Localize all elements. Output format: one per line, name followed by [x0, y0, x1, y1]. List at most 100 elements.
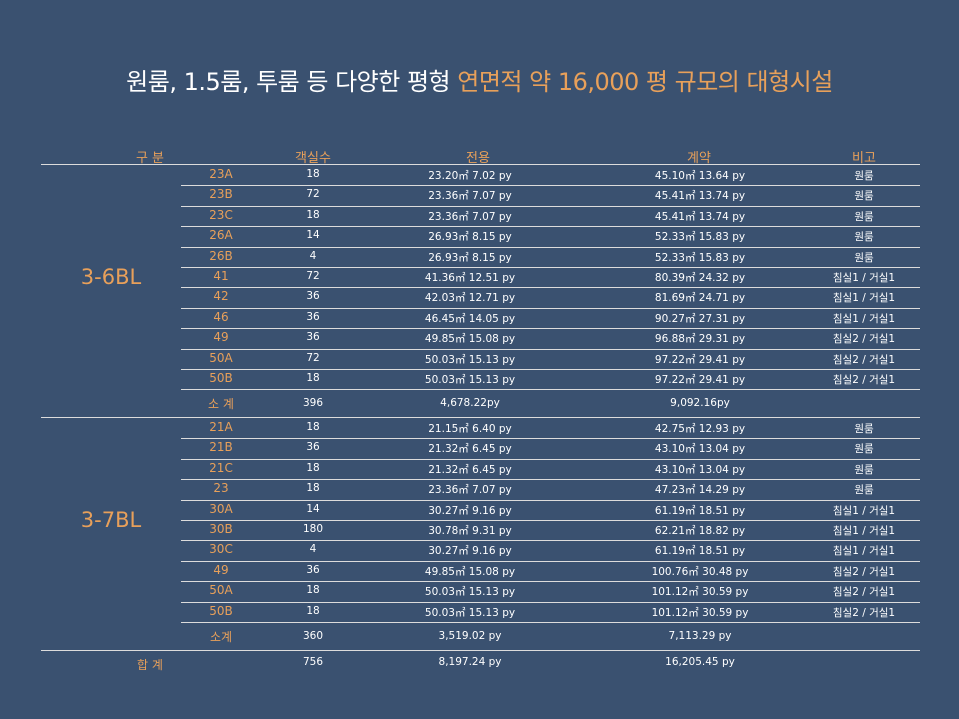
exclusive-area: 46.45㎡ 14.05 py: [424, 312, 516, 325]
table-row: 49 36 49.85㎡ 15.08 py 100.76㎡ 30.48 py 침실2 /…: [0, 561, 959, 581]
row-divider: [181, 479, 920, 480]
room-count: 18: [306, 584, 320, 597]
room-count: 14: [306, 502, 320, 515]
exclusive-area: 42.03㎡ 12.71 py: [424, 292, 516, 305]
table-row: 50B 18 50.03㎡ 15.13 py 101.12㎡ 30.59 py 침실2 …: [0, 602, 959, 622]
subtotal-contract: 9,092.16py: [670, 397, 730, 410]
subtotal-label: 소 계: [208, 397, 234, 412]
total-exclusive: 8,197.24 py: [438, 656, 502, 668]
exclusive-area: 21.32㎡ 6.45 py: [428, 463, 512, 476]
total-label: 합 계: [137, 658, 163, 672]
exclusive-area: 49.85㎡ 15.08 py: [424, 333, 516, 346]
row-divider: [181, 308, 920, 309]
row-divider: [181, 500, 920, 501]
title-highlight: 연면적 약 16,000 평 규모의 대형시설: [457, 68, 833, 96]
exclusive-area: 21.15㎡ 6.40 py: [428, 423, 512, 435]
row-divider: [181, 540, 920, 541]
row-divider: [181, 369, 920, 370]
row-divider: [181, 389, 920, 390]
contract-area: 101.12㎡ 30.59 py: [651, 606, 749, 619]
subtotal-label: 소계: [209, 630, 233, 644]
contract-area: 61.19㎡ 18.51 py: [654, 545, 746, 558]
unit-type: 50A: [209, 350, 233, 365]
remark: 원룸: [854, 231, 874, 244]
room-count: 72: [306, 270, 320, 282]
room-count: 180: [302, 523, 324, 535]
exclusive-area: 23.20㎡ 7.02 py: [428, 170, 512, 182]
remark: 원룸: [854, 463, 874, 476]
remark: 침실2 / 거실1: [832, 374, 896, 386]
room-count: 18: [306, 482, 320, 495]
room-count: 18: [306, 168, 320, 180]
room-count: 4: [309, 543, 317, 556]
exclusive-area: 30.27㎡ 9.16 py: [428, 504, 512, 517]
total-divider: [41, 650, 920, 651]
table-row: 23B 72 23.36㎡ 7.07 py 45.41㎡ 13.74 py 원룸: [0, 185, 959, 205]
unit-type: 26B: [209, 248, 233, 263]
remark: 원룸: [854, 251, 874, 264]
unit-type: 23: [213, 481, 229, 496]
row-divider: [181, 206, 920, 207]
row-divider: [181, 287, 920, 288]
exclusive-area: 30.27㎡ 9.16 py: [428, 545, 512, 558]
room-count: 72: [306, 351, 320, 364]
table-row: 41 72 41.36㎡ 12.51 py 80.39㎡ 24.32 py 침실1 / …: [0, 267, 959, 287]
header-remarks: 비고: [852, 151, 876, 166]
header-division: 구 분: [135, 151, 165, 166]
room-count: 18: [306, 421, 320, 433]
contract-area: 43.10㎡ 13.04 py: [654, 443, 746, 456]
room-count: 36: [306, 331, 320, 344]
row-divider: [181, 438, 920, 439]
unit-type: 30B: [209, 522, 233, 536]
unit-type: 30A: [209, 501, 233, 516]
contract-area: 52.33㎡ 15.83 py: [654, 231, 746, 244]
exclusive-area: 23.36㎡ 7.07 py: [428, 210, 512, 223]
row-divider: [181, 226, 920, 227]
unit-type: 50B: [209, 603, 233, 618]
unit-type: 26A: [209, 228, 233, 243]
remark: 원룸: [854, 210, 874, 223]
block-label: 3-7BL: [80, 508, 142, 532]
remark: 침실2 / 거실1: [832, 606, 896, 619]
table-row: 42 36 42.03㎡ 12.71 py 81.69㎡ 24.71 py 침실1 / …: [0, 287, 959, 307]
exclusive-area: 23.36㎡ 7.07 py: [428, 484, 512, 497]
remark: 침실1 / 거실1: [832, 504, 896, 517]
subtotal-row: 소 계 396 4,678.22py 9,092.16py: [0, 393, 959, 413]
table-row: 26A 14 26.93㎡ 8.15 py 52.33㎡ 15.83 py 원룸: [0, 226, 959, 246]
unit-type: 41: [213, 269, 229, 283]
table-row: 23A 18 23.20㎡ 7.02 py 45.10㎡ 13.64 py 원룸: [0, 165, 959, 185]
table-row: 30B 180 30.78㎡ 9.31 py 62.21㎡ 18.82 py 침실1 /…: [0, 520, 959, 540]
total-contract: 16,205.45 py: [665, 656, 735, 668]
contract-area: 42.75㎡ 12.93 py: [654, 423, 746, 435]
room-count: 14: [306, 229, 320, 242]
remark: 원룸: [854, 443, 874, 456]
contract-area: 45.41㎡ 13.74 py: [654, 190, 746, 203]
contract-area: 81.69㎡ 24.71 py: [654, 292, 746, 305]
row-divider: [181, 185, 920, 186]
title-main: 원룸, 1.5룸, 투룸 등 다양한 평형: [126, 68, 451, 96]
room-count: 36: [306, 563, 320, 576]
remark: 침실2 / 거실1: [832, 586, 896, 599]
contract-area: 97.22㎡ 29.41 py: [654, 374, 746, 386]
table-row: 26B 4 26.93㎡ 8.15 py 52.33㎡ 15.83 py 원룸: [0, 247, 959, 267]
contract-area: 101.12㎡ 30.59 py: [651, 586, 749, 599]
room-count: 18: [306, 461, 320, 474]
unit-type: 49: [213, 330, 229, 345]
remark: 침실1 / 거실1: [832, 272, 896, 284]
table-row: 49 36 49.85㎡ 15.08 py 96.88㎡ 29.31 py 침실2 / …: [0, 328, 959, 348]
unit-type: 21B: [209, 440, 233, 455]
exclusive-area: 50.03㎡ 15.13 py: [424, 606, 516, 619]
row-divider: [181, 602, 920, 603]
table-row: 21A 18 21.15㎡ 6.40 py 42.75㎡ 12.93 py 원룸: [0, 418, 959, 438]
group-divider: [41, 417, 920, 418]
remark: 침실2 / 거실1: [832, 353, 896, 366]
room-count: 4: [309, 249, 317, 262]
unit-type: 23C: [209, 207, 233, 222]
contract-area: 100.76㎡ 30.48 py: [651, 565, 749, 578]
contract-area: 61.19㎡ 18.51 py: [654, 504, 746, 517]
exclusive-area: 26.93㎡ 8.15 py: [428, 251, 512, 264]
page-title: 원룸, 1.5룸, 투룸 등 다양한 평형 연면적 약 16,000 평 규모의…: [0, 62, 959, 97]
remark: 원룸: [854, 423, 874, 435]
remark: 침실1 / 거실1: [832, 545, 896, 558]
remark: 침실1 / 거실1: [832, 525, 896, 537]
